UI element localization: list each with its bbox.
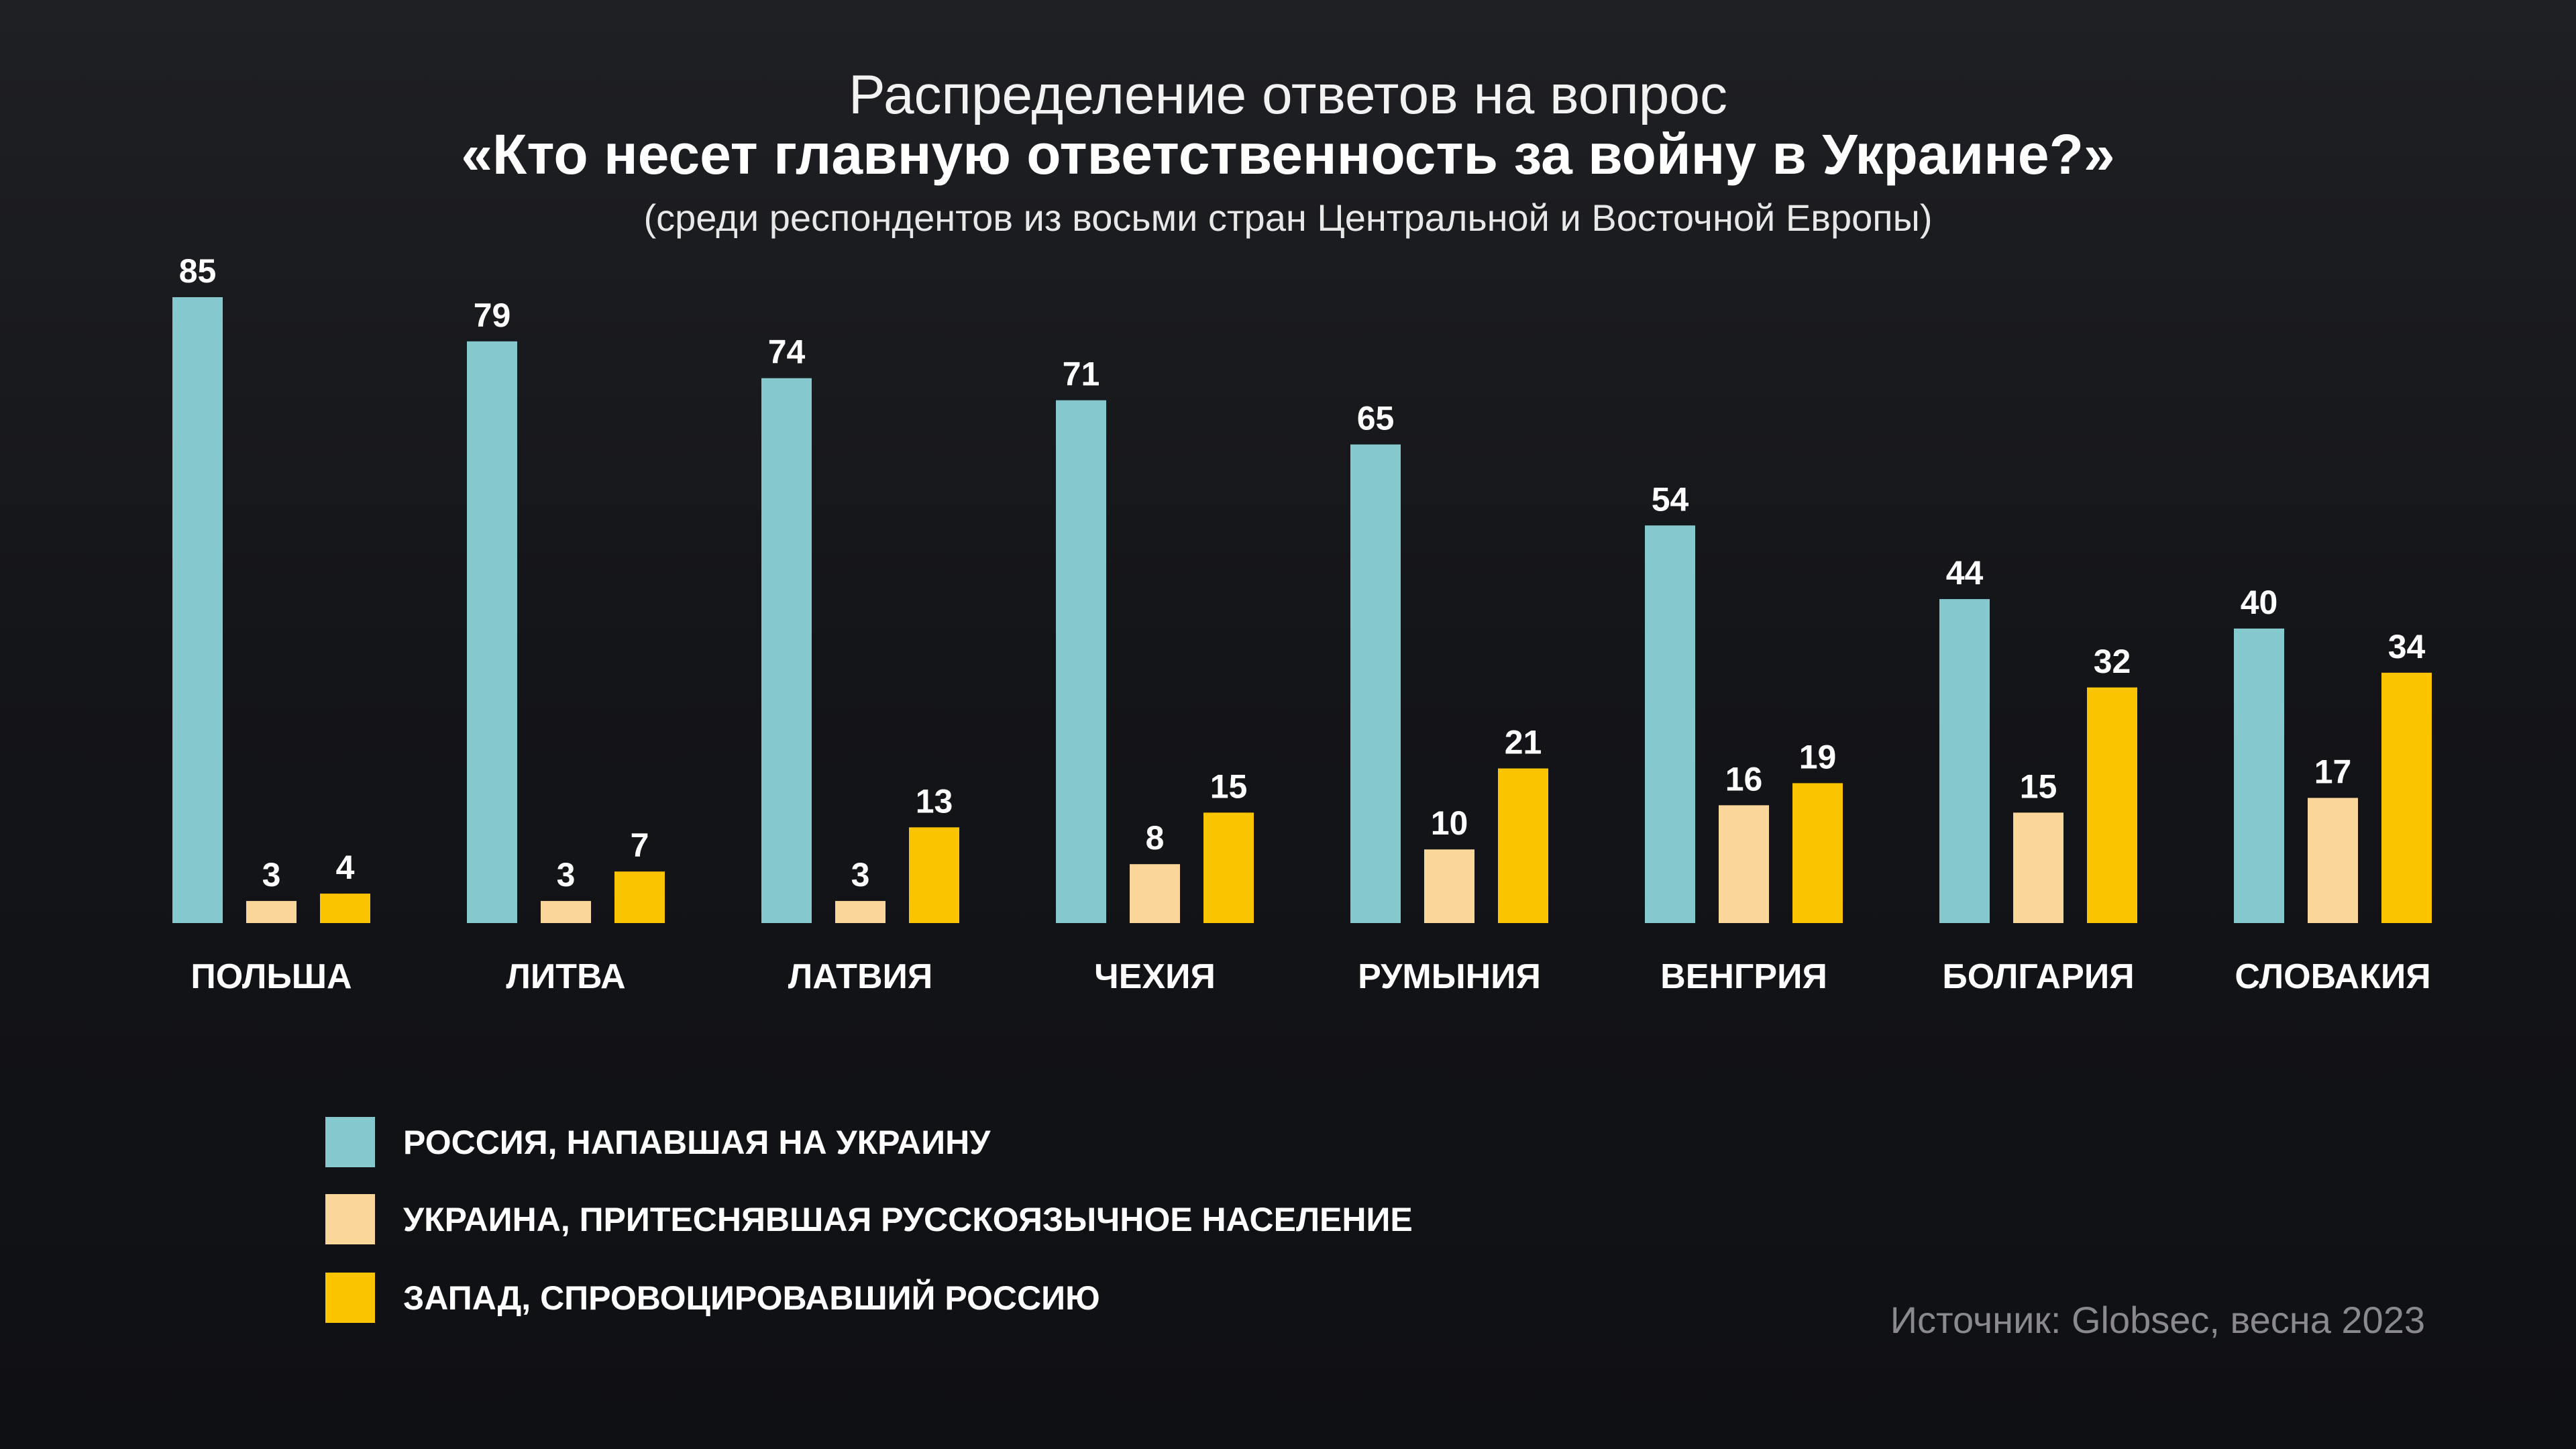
data-label: 3 bbox=[851, 856, 870, 894]
bar-russia bbox=[761, 378, 812, 923]
bar-ukraine bbox=[246, 901, 297, 923]
data-label: 85 bbox=[179, 252, 217, 290]
bar-russia bbox=[172, 297, 223, 923]
bar-russia bbox=[2234, 628, 2284, 923]
legend-swatch bbox=[325, 1117, 375, 1167]
data-label: 3 bbox=[557, 856, 576, 894]
bar-ukraine bbox=[2308, 798, 2358, 923]
bar-russia bbox=[1939, 599, 1990, 923]
bar-west bbox=[614, 871, 665, 923]
bar-russia bbox=[1645, 525, 1695, 923]
data-label: 32 bbox=[2094, 643, 2131, 680]
bar-west bbox=[2381, 672, 2432, 923]
legend-item-west: ЗАПАД, СПРОВОЦИРОВАВШИЙ РОССИЮ bbox=[325, 1273, 1100, 1323]
data-label: 17 bbox=[2314, 753, 2352, 790]
bar-ukraine bbox=[1719, 805, 1769, 923]
legend-swatch bbox=[325, 1194, 375, 1244]
legend-label: УКРАИНА, ПРИТЕСНЯВШАЯ РУССКОЯЗЫЧНОЕ НАСЕ… bbox=[403, 1200, 1413, 1238]
bar-russia bbox=[1350, 444, 1401, 923]
category-label: ЛИТВА bbox=[506, 957, 625, 996]
data-label: 15 bbox=[2020, 767, 2057, 805]
bar-west bbox=[909, 827, 959, 923]
data-label: 10 bbox=[1431, 804, 1468, 842]
chart-title: Распределение ответов на вопрос bbox=[848, 64, 1728, 125]
data-label: 4 bbox=[336, 849, 355, 886]
chart-subtitle: (среди респондентов из восьми стран Цент… bbox=[643, 197, 1933, 239]
bar-ukraine bbox=[541, 901, 591, 923]
data-label: 19 bbox=[1799, 738, 1837, 775]
bar-west bbox=[2087, 687, 2137, 923]
data-label: 44 bbox=[1946, 554, 1984, 592]
data-label: 21 bbox=[1505, 723, 1542, 761]
category-label: ВЕНГРИЯ bbox=[1660, 957, 1827, 996]
legend-label: ЗАПАД, СПРОВОЦИРОВАВШИЙ РОССИЮ bbox=[403, 1279, 1100, 1317]
data-label: 54 bbox=[1652, 480, 1689, 518]
category-label: ЧЕХИЯ bbox=[1094, 957, 1216, 996]
chart-question: «Кто несет главную ответственность за во… bbox=[461, 123, 2115, 186]
legend-item-ukraine: УКРАИНА, ПРИТЕСНЯВШАЯ РУССКОЯЗЫЧНОЕ НАСЕ… bbox=[325, 1194, 1413, 1244]
category-label: РУМЫНИЯ bbox=[1358, 957, 1541, 996]
bar-ukraine bbox=[2013, 812, 2063, 923]
category-label: БОЛГАРИЯ bbox=[1942, 957, 2134, 996]
data-label: 71 bbox=[1063, 356, 1100, 393]
category-label: ПОЛЬША bbox=[191, 957, 352, 996]
legend-swatch bbox=[325, 1273, 375, 1323]
data-label: 65 bbox=[1357, 400, 1395, 437]
data-label: 74 bbox=[768, 333, 806, 371]
data-label: 40 bbox=[2241, 584, 2278, 621]
bar-ukraine bbox=[1130, 864, 1180, 923]
legend-label: РОССИЯ, НАПАВШАЯ НА УКРАИНУ bbox=[403, 1123, 991, 1161]
data-label: 7 bbox=[631, 826, 649, 864]
source-note: Источник: Globsec, весна 2023 bbox=[1890, 1299, 2425, 1341]
category-label: СЛОВАКИЯ bbox=[2235, 957, 2430, 996]
bar-ukraine bbox=[835, 901, 885, 923]
bar-west bbox=[320, 894, 370, 923]
data-label: 3 bbox=[262, 856, 281, 894]
category-label: ЛАТВИЯ bbox=[788, 957, 933, 996]
data-label: 15 bbox=[1210, 767, 1248, 805]
bar-west bbox=[1203, 812, 1254, 923]
bar-ukraine bbox=[1424, 849, 1474, 923]
bar-russia bbox=[1056, 400, 1106, 923]
legend-item-russia: РОССИЯ, НАПАВШАЯ НА УКРАИНУ bbox=[325, 1117, 990, 1167]
data-label: 16 bbox=[1725, 760, 1763, 798]
bar-west bbox=[1498, 768, 1548, 923]
data-label: 79 bbox=[474, 297, 511, 334]
data-label: 8 bbox=[1146, 819, 1165, 857]
bar-russia bbox=[467, 341, 517, 923]
data-label: 13 bbox=[916, 782, 953, 820]
data-label: 34 bbox=[2388, 628, 2426, 665]
bar-west bbox=[1792, 783, 1843, 923]
